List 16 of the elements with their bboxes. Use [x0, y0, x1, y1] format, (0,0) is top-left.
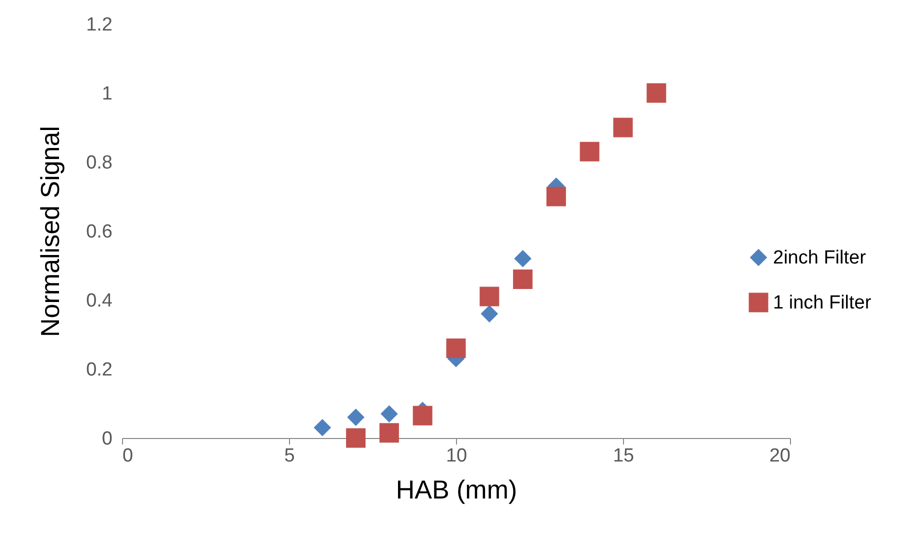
legend-label: 1 inch Filter [773, 292, 872, 314]
x-tick-label: 0 [122, 446, 134, 466]
legend-label: 2inch Filter [773, 248, 867, 268]
y-tick-label: 0.4 [86, 290, 113, 312]
x-axis-title: HAB (mm) [396, 474, 518, 504]
y-tick-label: 1 [102, 84, 112, 104]
x-tick-label: 5 [284, 446, 295, 466]
y-tick-label: 0.2 [86, 360, 112, 380]
y-tick-label: 0.6 [86, 222, 112, 242]
x-tick-label: 10 [446, 446, 468, 466]
x-tick-label: 15 [612, 446, 634, 466]
y-tick-label: 1.2 [86, 14, 112, 36]
y-axis-title: Normalised Signal [35, 126, 66, 337]
y-tick-label: 0 [102, 428, 112, 450]
x-tick-label: 20 [769, 446, 790, 466]
y-tick-label: 0.8 [86, 152, 112, 174]
